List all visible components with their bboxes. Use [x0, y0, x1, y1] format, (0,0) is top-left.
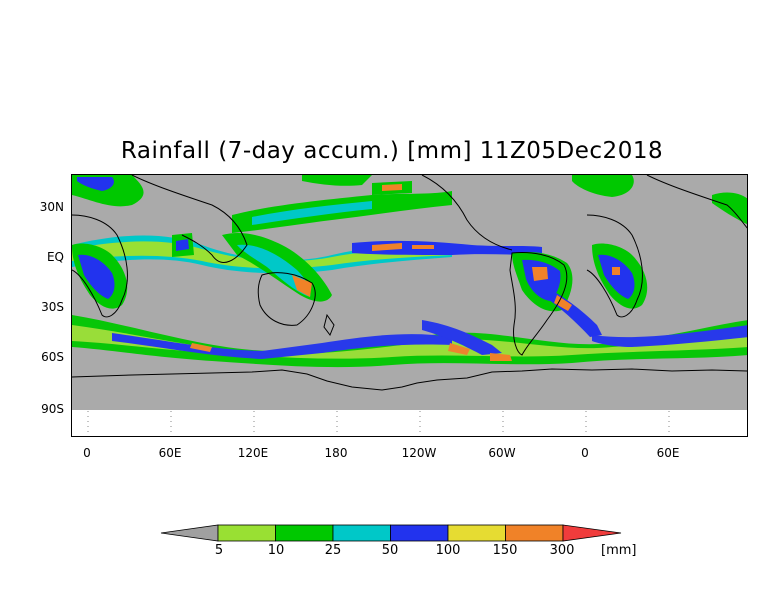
lon-label-60w: 60W [488, 446, 516, 460]
colorbar-segment-below [160, 524, 219, 542]
lon-label-120e: 120E [237, 446, 269, 460]
colorbar-label-25: 25 [324, 543, 342, 558]
colorbar-segment-1 [217, 524, 276, 542]
colorbar-label-10: 10 [267, 543, 285, 558]
colorbar-label-150: 150 [492, 543, 518, 558]
page-title: Rainfall (7-day accum.) [mm] 11Z05Dec201… [120, 138, 664, 164]
lon-label-60e-right: 60E [656, 446, 680, 460]
rainfall-map [71, 174, 748, 437]
colorbar-label-300: 300 [549, 543, 575, 558]
lat-label-30n: 30N [39, 200, 64, 214]
colorbar-segment-2 [275, 524, 334, 542]
colorbar-segment-6 [505, 524, 564, 542]
colorbar-unit: [mm] [601, 543, 637, 558]
lat-label-eq: EQ [46, 250, 64, 264]
lat-label-60s: 60S [41, 350, 64, 364]
colorbar-label-5: 5 [214, 543, 224, 558]
lon-label-120w: 120W [401, 446, 437, 460]
lon-label-60e: 60E [158, 446, 182, 460]
colorbar [160, 524, 622, 542]
colorbar-label-50: 50 [381, 543, 399, 558]
colorbar-segment-5 [447, 524, 506, 542]
colorbar-segment-3 [332, 524, 391, 542]
colorbar-segment-4 [390, 524, 449, 542]
colorbar-label-100: 100 [435, 543, 461, 558]
lat-label-30s: 30S [41, 300, 64, 314]
lon-label-0-right: 0 [581, 446, 589, 460]
lon-label-180: 180 [324, 446, 348, 460]
lat-label-90s: 90S [41, 402, 64, 416]
colorbar-segment-above [562, 524, 622, 542]
lon-label-0: 0 [83, 446, 91, 460]
map-canvas [72, 175, 747, 436]
